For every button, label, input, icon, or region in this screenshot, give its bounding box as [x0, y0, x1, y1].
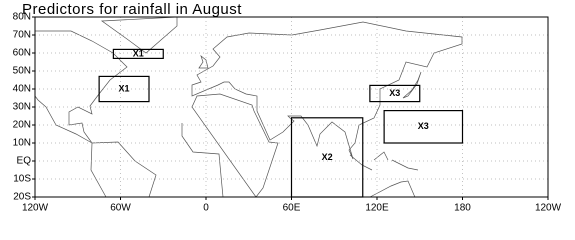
greenland — [100, 16, 178, 54]
y-tick-label: 10N — [13, 138, 31, 149]
predictor-box — [290, 117, 364, 198]
box-label: X1 — [133, 48, 144, 58]
map-title: Predictors for rainfall in August — [22, 1, 242, 18]
box-label: X2 — [322, 152, 333, 162]
predictor-box — [369, 84, 421, 103]
map: Predictors for rainfall in August 20S 10S… — [13, 1, 562, 214]
x-tick-label: 60E — [283, 203, 301, 214]
north-america — [34, 30, 128, 144]
predictor-box — [383, 109, 464, 144]
x-tick-label: 180 — [454, 203, 471, 214]
eurasia — [191, 21, 463, 160]
british-isles — [198, 54, 209, 69]
x-tick-label: 60W — [110, 203, 131, 214]
y-tick-label: 30N — [13, 102, 31, 113]
y-tick-label: 20N — [13, 120, 31, 131]
y-tick-label: 40N — [13, 84, 31, 95]
box-label: X1 — [119, 83, 130, 93]
y-tick-label: 20S — [13, 192, 31, 203]
x-tick-label: 0 — [203, 203, 209, 214]
predictor-box — [112, 48, 164, 60]
y-tick-label: 80N — [13, 12, 31, 23]
y-tick-label: 10S — [13, 174, 31, 185]
predictor-box — [98, 75, 150, 103]
x-tick-label: 120W — [535, 203, 562, 214]
x-tick-label: 120W — [22, 203, 49, 214]
x-tick-label: 120E — [365, 203, 389, 214]
y-tick-label: 60N — [13, 48, 31, 59]
japan — [402, 71, 422, 99]
y-tick-label: 50N — [13, 66, 31, 77]
south-america — [90, 141, 157, 198]
africa — [181, 93, 279, 198]
box-label: X3 — [389, 88, 400, 98]
box-label: X3 — [418, 121, 429, 131]
y-tick-label: 70N — [13, 30, 31, 41]
y-tick-label: EQ — [17, 156, 32, 167]
australia — [369, 180, 416, 198]
